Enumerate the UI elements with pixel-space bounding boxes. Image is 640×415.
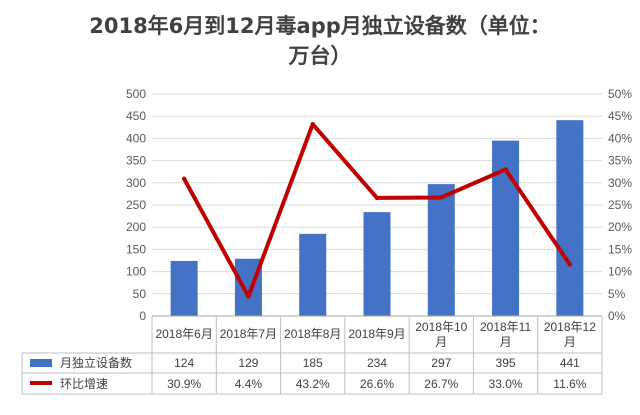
line-point [246, 294, 251, 299]
legend-label-line: 环比增速 [60, 377, 108, 391]
table-cell-growth: 26.7% [424, 377, 458, 391]
y-tick-label-left: 150 [126, 242, 146, 256]
table-cell-growth: 30.9% [167, 377, 201, 391]
y-tick-label-left: 0 [139, 309, 146, 323]
y-tick-label-right: 40% [608, 131, 632, 145]
bar-series [170, 120, 584, 316]
y-tick-label-right: 35% [608, 154, 632, 168]
data-table: 2018年6月 2018年7月 2018年8月 2018年9月 2018年10 月2018… [21, 315, 603, 395]
y-tick-label-right: 20% [608, 220, 632, 234]
x-tick-label: 2018年11 月 [480, 320, 531, 349]
line-point [310, 121, 315, 127]
y-tick-label-right: 30% [608, 176, 632, 190]
x-tick-label: 2018年8月 [284, 327, 341, 341]
x-tick-label: 2018年6月 [155, 327, 212, 341]
bar [556, 120, 584, 316]
x-tick-label: 2018年7月 [220, 327, 277, 341]
x-tick-label: 2018年9月 [348, 327, 405, 341]
chart-title-line1: 2018年6月到12月毒app月独立设备数（单位： [89, 14, 551, 38]
bar [170, 260, 198, 316]
table-cell-value: 185 [303, 356, 323, 370]
bar [363, 212, 391, 316]
gridlines [152, 93, 602, 295]
line-series [181, 121, 573, 299]
table-cell-value: 234 [367, 356, 387, 370]
x-tick-label-line: 月 [564, 335, 576, 349]
y-tick-label-right: 45% [608, 109, 632, 123]
line-point [181, 176, 187, 182]
line-point [439, 195, 444, 200]
x-tick-label-line: 月 [435, 335, 447, 349]
y-axis-right: 0% 5% 10% 15% 20% 25% 30% 35% 40% 45% 50% [608, 87, 632, 323]
line-point [374, 195, 380, 201]
y-axis-left: 0 50 100 150 200 250 300 350 400 450 500 [126, 87, 146, 323]
x-tick-label-line: 2018年12 [544, 320, 596, 334]
y-tick-label-left: 300 [126, 176, 146, 190]
y-tick-label-right: 15% [608, 242, 632, 256]
bar [427, 184, 455, 316]
y-tick-label-left: 500 [126, 87, 146, 101]
y-tick-label-right: 50% [608, 87, 632, 101]
y-tick-label-left: 400 [126, 131, 146, 145]
bar [492, 140, 520, 316]
x-tick-label-line: 2018年11 [480, 320, 531, 334]
y-tick-label-right: 0% [608, 309, 626, 323]
table-cell-growth: 11.6% [553, 377, 586, 391]
legend-label-bars: 月独立设备数 [60, 355, 132, 370]
table-cell-value: 395 [496, 356, 516, 370]
table-cell-growth: 43.2% [296, 377, 330, 391]
bar [299, 233, 327, 316]
table-cell-growth: 26.6% [360, 377, 394, 391]
y-tick-label-right: 25% [608, 198, 632, 212]
table-cell-value: 124 [174, 356, 194, 370]
table-cell-value: 441 [560, 356, 580, 370]
table-cell-value: 129 [238, 356, 258, 370]
line-point [503, 167, 508, 172]
y-tick-label-left: 250 [126, 198, 146, 212]
legend-key-bars [30, 359, 52, 367]
y-tick-label-left: 50 [133, 287, 147, 301]
chart-title-line2: 万台） [288, 44, 352, 68]
y-tick-label-left: 450 [126, 109, 146, 123]
x-tick-label: 2018年12 月 [544, 320, 596, 349]
x-tick-label: 2018年10 月 [415, 320, 467, 349]
x-tick-label-line: 月 [500, 335, 512, 349]
y-tick-label-right: 5% [608, 287, 626, 301]
line-point [567, 262, 573, 267]
table-cell-growth: 33.0% [489, 377, 523, 391]
y-tick-label-right: 10% [608, 265, 632, 279]
table-cell-value: 297 [431, 356, 451, 370]
y-tick-label-left: 200 [126, 220, 146, 234]
table-cell-growth: 4.4% [235, 377, 263, 391]
y-tick-label-left: 350 [126, 154, 146, 168]
y-tick-label-left: 100 [126, 265, 146, 279]
x-tick-label-line: 2018年10 [415, 320, 467, 334]
